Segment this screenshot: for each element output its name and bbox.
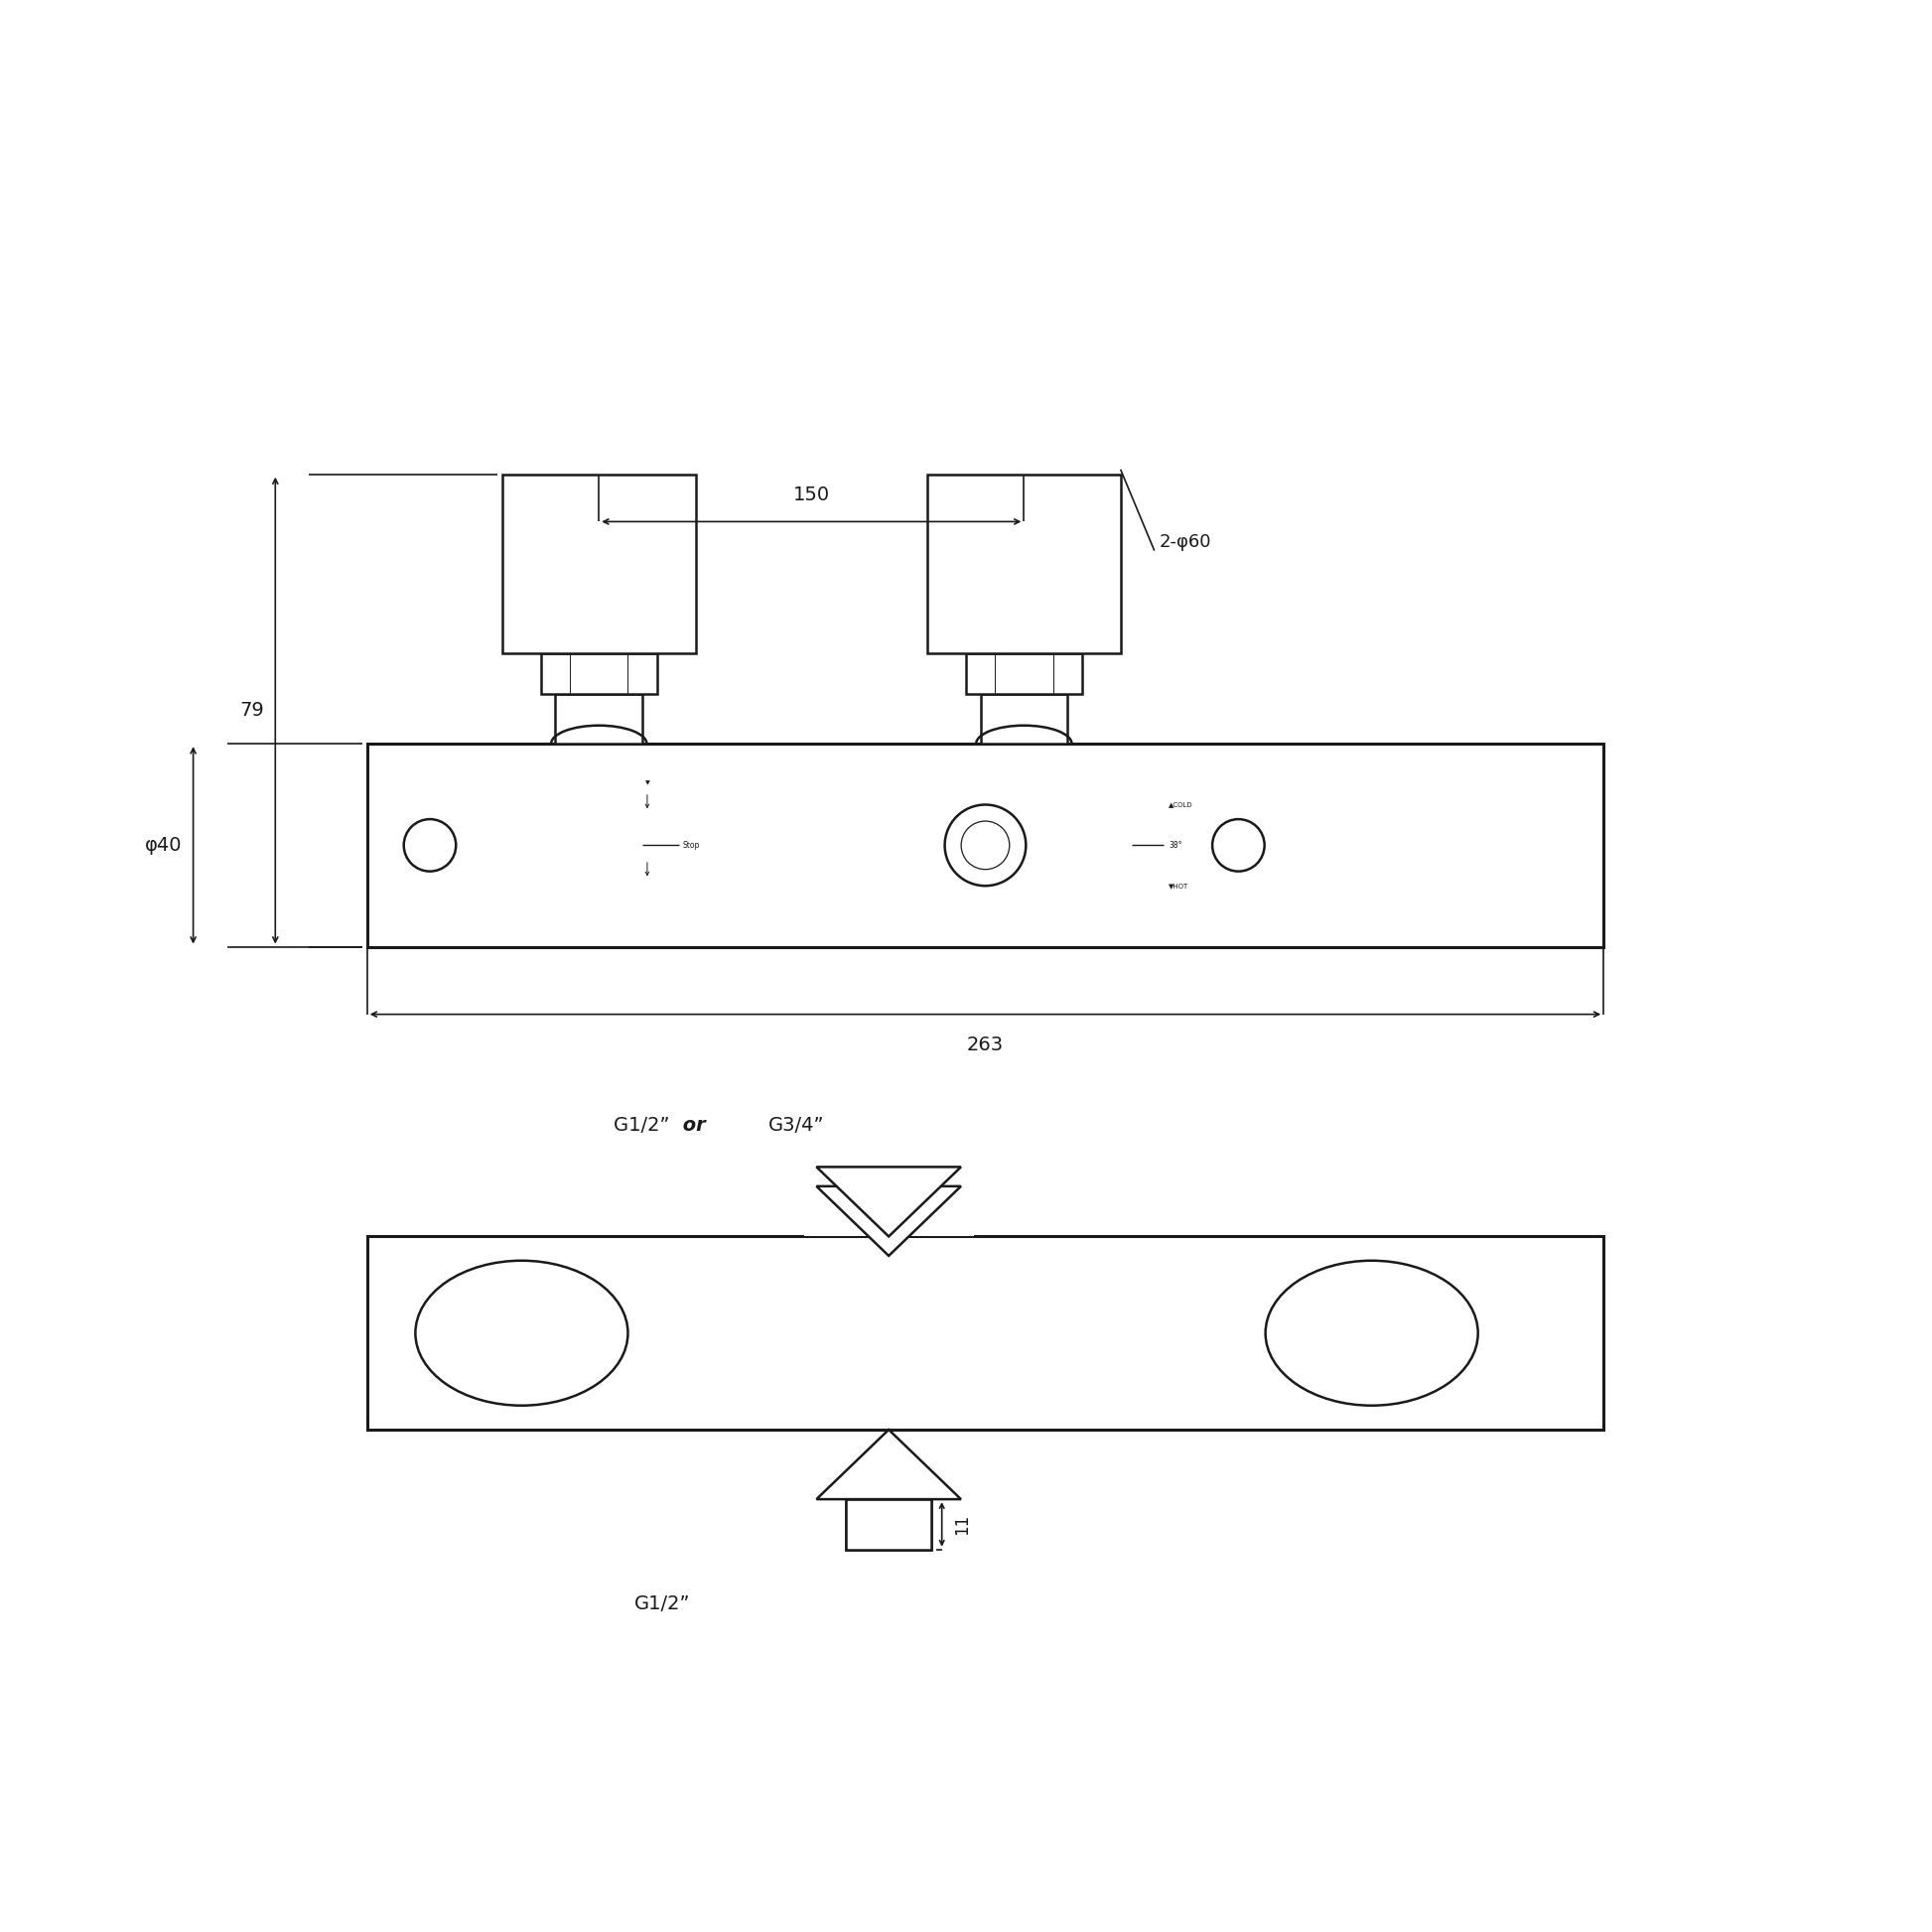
Text: 11: 11 xyxy=(954,1515,972,1534)
Polygon shape xyxy=(817,1167,960,1236)
Text: G3/4”: G3/4” xyxy=(769,1117,825,1134)
Text: ▼HOT: ▼HOT xyxy=(1169,883,1188,889)
Bar xyxy=(846,1186,931,1236)
Text: φ40: φ40 xyxy=(145,837,182,854)
Polygon shape xyxy=(817,1186,960,1256)
Text: G1/2”: G1/2” xyxy=(614,1117,676,1134)
Bar xyxy=(927,473,1121,653)
Polygon shape xyxy=(817,1430,960,1499)
Circle shape xyxy=(404,819,456,871)
Text: 150: 150 xyxy=(792,485,831,504)
Bar xyxy=(846,1117,931,1167)
Polygon shape xyxy=(804,1107,974,1236)
Bar xyxy=(367,744,1604,947)
Bar xyxy=(846,1117,931,1167)
Bar xyxy=(502,473,696,653)
Text: ​or​: ​or​ xyxy=(676,1117,713,1134)
Bar xyxy=(367,1236,1604,1430)
Circle shape xyxy=(945,804,1026,885)
Bar xyxy=(846,1499,931,1549)
Bar xyxy=(846,1499,931,1549)
Text: 79: 79 xyxy=(240,701,263,721)
Text: ▼: ▼ xyxy=(645,781,649,784)
Text: G1/2”: G1/2” xyxy=(634,1594,692,1613)
Text: 263: 263 xyxy=(966,1036,1005,1055)
Bar xyxy=(556,694,641,744)
Text: Stop: Stop xyxy=(684,840,699,850)
Circle shape xyxy=(962,821,1010,869)
Bar xyxy=(981,694,1068,744)
Circle shape xyxy=(1213,819,1265,871)
Text: 2-φ60: 2-φ60 xyxy=(1159,533,1211,551)
Text: ▲COLD: ▲COLD xyxy=(1169,802,1194,808)
Bar xyxy=(966,653,1082,694)
Text: 38°: 38° xyxy=(1169,840,1182,850)
Bar xyxy=(541,653,657,694)
